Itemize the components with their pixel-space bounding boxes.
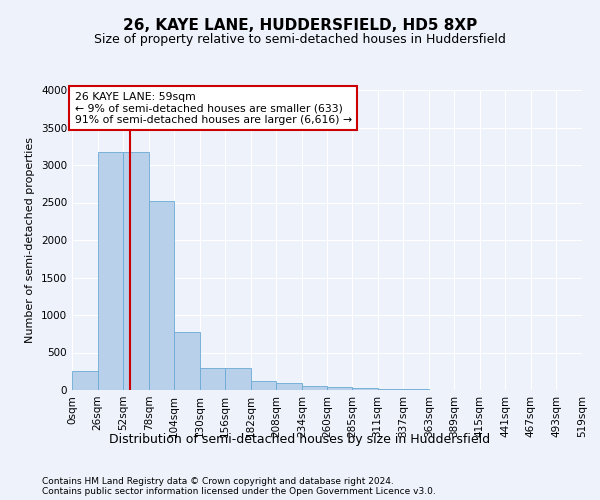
Bar [98,152,123,390]
Bar [200,368,225,390]
Y-axis label: Number of semi-detached properties: Number of semi-detached properties [25,137,35,343]
Text: Contains public sector information licensed under the Open Government Licence v3: Contains public sector information licen… [42,488,436,496]
Bar [225,368,251,390]
Text: Distribution of semi-detached houses by size in Huddersfield: Distribution of semi-detached houses by … [109,432,491,446]
Bar [328,386,352,390]
Bar [403,389,429,390]
Bar [277,383,302,390]
Bar [149,200,174,390]
Bar [377,388,403,390]
Bar [123,152,149,390]
Bar [72,371,98,390]
Bar [251,381,277,390]
Text: Size of property relative to semi-detached houses in Huddersfield: Size of property relative to semi-detach… [94,32,506,46]
Text: 26 KAYE LANE: 59sqm
← 9% of semi-detached houses are smaller (633)
91% of semi-d: 26 KAYE LANE: 59sqm ← 9% of semi-detache… [74,92,352,124]
Text: 26, KAYE LANE, HUDDERSFIELD, HD5 8XP: 26, KAYE LANE, HUDDERSFIELD, HD5 8XP [123,18,477,32]
Bar [302,386,328,390]
Bar [352,388,377,390]
Bar [174,332,200,390]
Text: Contains HM Land Registry data © Crown copyright and database right 2024.: Contains HM Land Registry data © Crown c… [42,478,394,486]
